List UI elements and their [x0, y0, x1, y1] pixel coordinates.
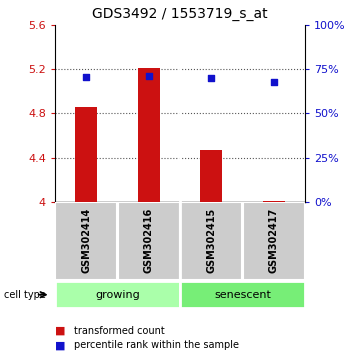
Text: senescent: senescent: [214, 290, 271, 300]
Text: GSM302414: GSM302414: [81, 208, 91, 273]
Point: [208, 75, 214, 81]
Bar: [55, 281, 180, 308]
Bar: [200, 150, 222, 202]
Text: ■: ■: [55, 340, 65, 350]
Bar: [263, 201, 285, 202]
Bar: [75, 107, 97, 202]
Point: [83, 74, 89, 80]
Text: GSM302416: GSM302416: [144, 208, 154, 273]
Bar: [55, 202, 117, 280]
Text: percentile rank within the sample: percentile rank within the sample: [74, 340, 239, 350]
Title: GDS3492 / 1553719_s_at: GDS3492 / 1553719_s_at: [92, 7, 268, 21]
Text: GSM302415: GSM302415: [206, 208, 216, 273]
Bar: [180, 281, 304, 308]
Bar: [180, 202, 242, 280]
Bar: [243, 202, 304, 280]
Bar: [138, 68, 160, 202]
Text: GSM302417: GSM302417: [268, 208, 279, 273]
Point: [271, 79, 277, 85]
Bar: [118, 202, 180, 280]
Text: growing: growing: [95, 290, 140, 300]
Text: transformed count: transformed count: [74, 326, 165, 336]
Text: ■: ■: [55, 326, 65, 336]
Point: [146, 73, 152, 79]
Text: cell type: cell type: [4, 290, 46, 300]
